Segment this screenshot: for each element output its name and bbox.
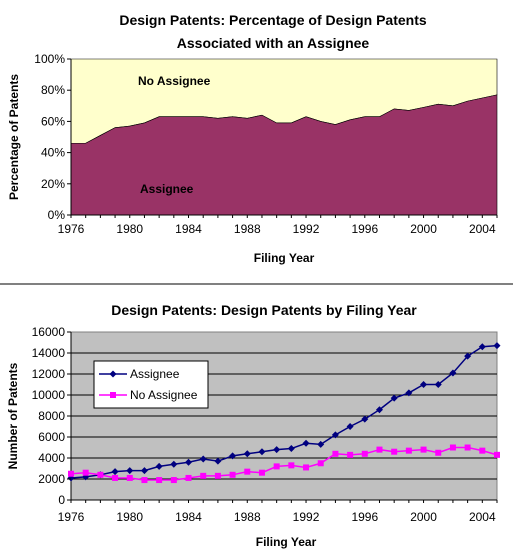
chart2-y-axis-label: Number of Patents (6, 362, 20, 469)
chart-count-line: Design Patents: Design Patents by Filing… (6, 302, 501, 549)
chart2-x-tick-label: 1988 (234, 510, 261, 524)
point-no-assignee (347, 452, 353, 458)
chart1-x-ticks: 1976 1980 1984 1988 1992 1996 2000 2004 (58, 215, 497, 236)
chart1-x-tick-label: 2000 (410, 222, 437, 236)
chart1-y-tick-label: 100% (34, 52, 65, 66)
legend-no-assignee-marker (110, 392, 116, 398)
point-no-assignee (274, 463, 280, 469)
point-no-assignee (230, 472, 236, 478)
chart1-plot-area (71, 59, 497, 215)
point-no-assignee (259, 470, 265, 476)
chart1-title-line1: Design Patents: Percentage of Design Pat… (119, 12, 427, 28)
point-no-assignee (406, 448, 412, 454)
point-no-assignee (391, 449, 397, 455)
point-no-assignee (171, 477, 177, 483)
chart1-y-tick-label: 60% (41, 114, 65, 128)
point-no-assignee (303, 464, 309, 470)
point-no-assignee (200, 473, 206, 479)
chart1-x-tick-label: 1992 (293, 222, 320, 236)
point-no-assignee (156, 477, 162, 483)
chart2-y-tick-label: 14000 (32, 346, 66, 360)
chart1-x-tick-label: 1988 (234, 222, 261, 236)
point-no-assignee (465, 445, 471, 451)
chart1-area-label-no-assignee: No Assignee (138, 74, 211, 88)
point-no-assignee (494, 452, 500, 458)
chart1-y-tick-label: 40% (41, 146, 65, 160)
chart1-y-tick-label: 20% (41, 177, 65, 191)
point-no-assignee (332, 451, 338, 457)
chart1-y-tick-label: 0% (48, 208, 66, 222)
chart2-legend: Assignee No Assignee (94, 361, 208, 408)
point-no-assignee (186, 475, 192, 481)
point-no-assignee (318, 460, 324, 466)
chart2-x-tick-label: 1980 (116, 510, 143, 524)
chart2-y-tick-label: 16000 (32, 325, 66, 339)
point-no-assignee (112, 475, 118, 481)
chart-percentage-area: Design Patents: Percentage of Design Pat… (7, 12, 497, 265)
point-no-assignee (244, 469, 250, 475)
point-no-assignee (97, 472, 103, 478)
chart1-y-tick-label: 80% (41, 83, 65, 97)
chart2-y-tick-label: 0 (58, 493, 65, 507)
point-no-assignee (288, 462, 294, 468)
point-no-assignee (127, 475, 133, 481)
chart2-x-ticks: 1976 1980 1984 1988 1992 1996 2000 2004 (58, 500, 497, 524)
chart2-y-tick-label: 6000 (38, 430, 65, 444)
chart2-y-tick-label: 12000 (32, 367, 66, 381)
point-no-assignee (215, 473, 221, 479)
chart1-x-tick-label: 1976 (58, 222, 85, 236)
chart2-y-tick-label: 2000 (38, 472, 65, 486)
chart2-x-axis-label: Filing Year (256, 535, 317, 549)
chart1-x-tick-label: 1984 (175, 222, 202, 236)
chart2-y-tick-label: 8000 (38, 409, 65, 423)
point-no-assignee (141, 477, 147, 483)
chart2-x-tick-label: 1996 (351, 510, 378, 524)
chart1-y-ticks: 0% 20% 40% 60% 80% 100% (34, 52, 71, 222)
point-no-assignee (479, 448, 485, 454)
chart2-plot-area (68, 332, 501, 500)
chart2-x-tick-label: 1976 (58, 510, 85, 524)
chart1-x-tick-label: 2004 (469, 222, 496, 236)
point-no-assignee (362, 451, 368, 457)
chart1-area-label-assignee: Assignee (140, 182, 194, 196)
point-no-assignee (421, 447, 427, 453)
chart1-y-axis-label: Percentage of Patents (7, 74, 21, 200)
point-no-assignee (435, 450, 441, 456)
point-no-assignee (376, 447, 382, 453)
chart2-x-tick-label: 1992 (293, 510, 320, 524)
chart2-x-tick-label: 1984 (175, 510, 202, 524)
chart2-title: Design Patents: Design Patents by Filing… (111, 302, 417, 318)
chart2-x-tick-label: 2004 (469, 510, 496, 524)
chart2-y-tick-label: 4000 (38, 451, 65, 465)
chart2-y-tick-label: 10000 (32, 388, 66, 402)
chart1-x-tick-label: 1996 (351, 222, 378, 236)
chart1-x-tick-label: 1980 (116, 222, 143, 236)
point-no-assignee (68, 471, 74, 477)
legend-assignee-label: Assignee (130, 367, 180, 381)
legend-no-assignee-label: No Assignee (130, 388, 198, 402)
point-no-assignee (83, 470, 89, 476)
chart1-title-line2: Associated with an Assignee (177, 35, 370, 51)
chart2-y-ticks: 0 2000 4000 6000 8000 10000 12000 14000 16000 (32, 325, 71, 507)
chart1-x-axis-label: Filing Year (254, 251, 315, 265)
chart2-x-tick-label: 2000 (410, 510, 437, 524)
point-no-assignee (450, 445, 456, 451)
